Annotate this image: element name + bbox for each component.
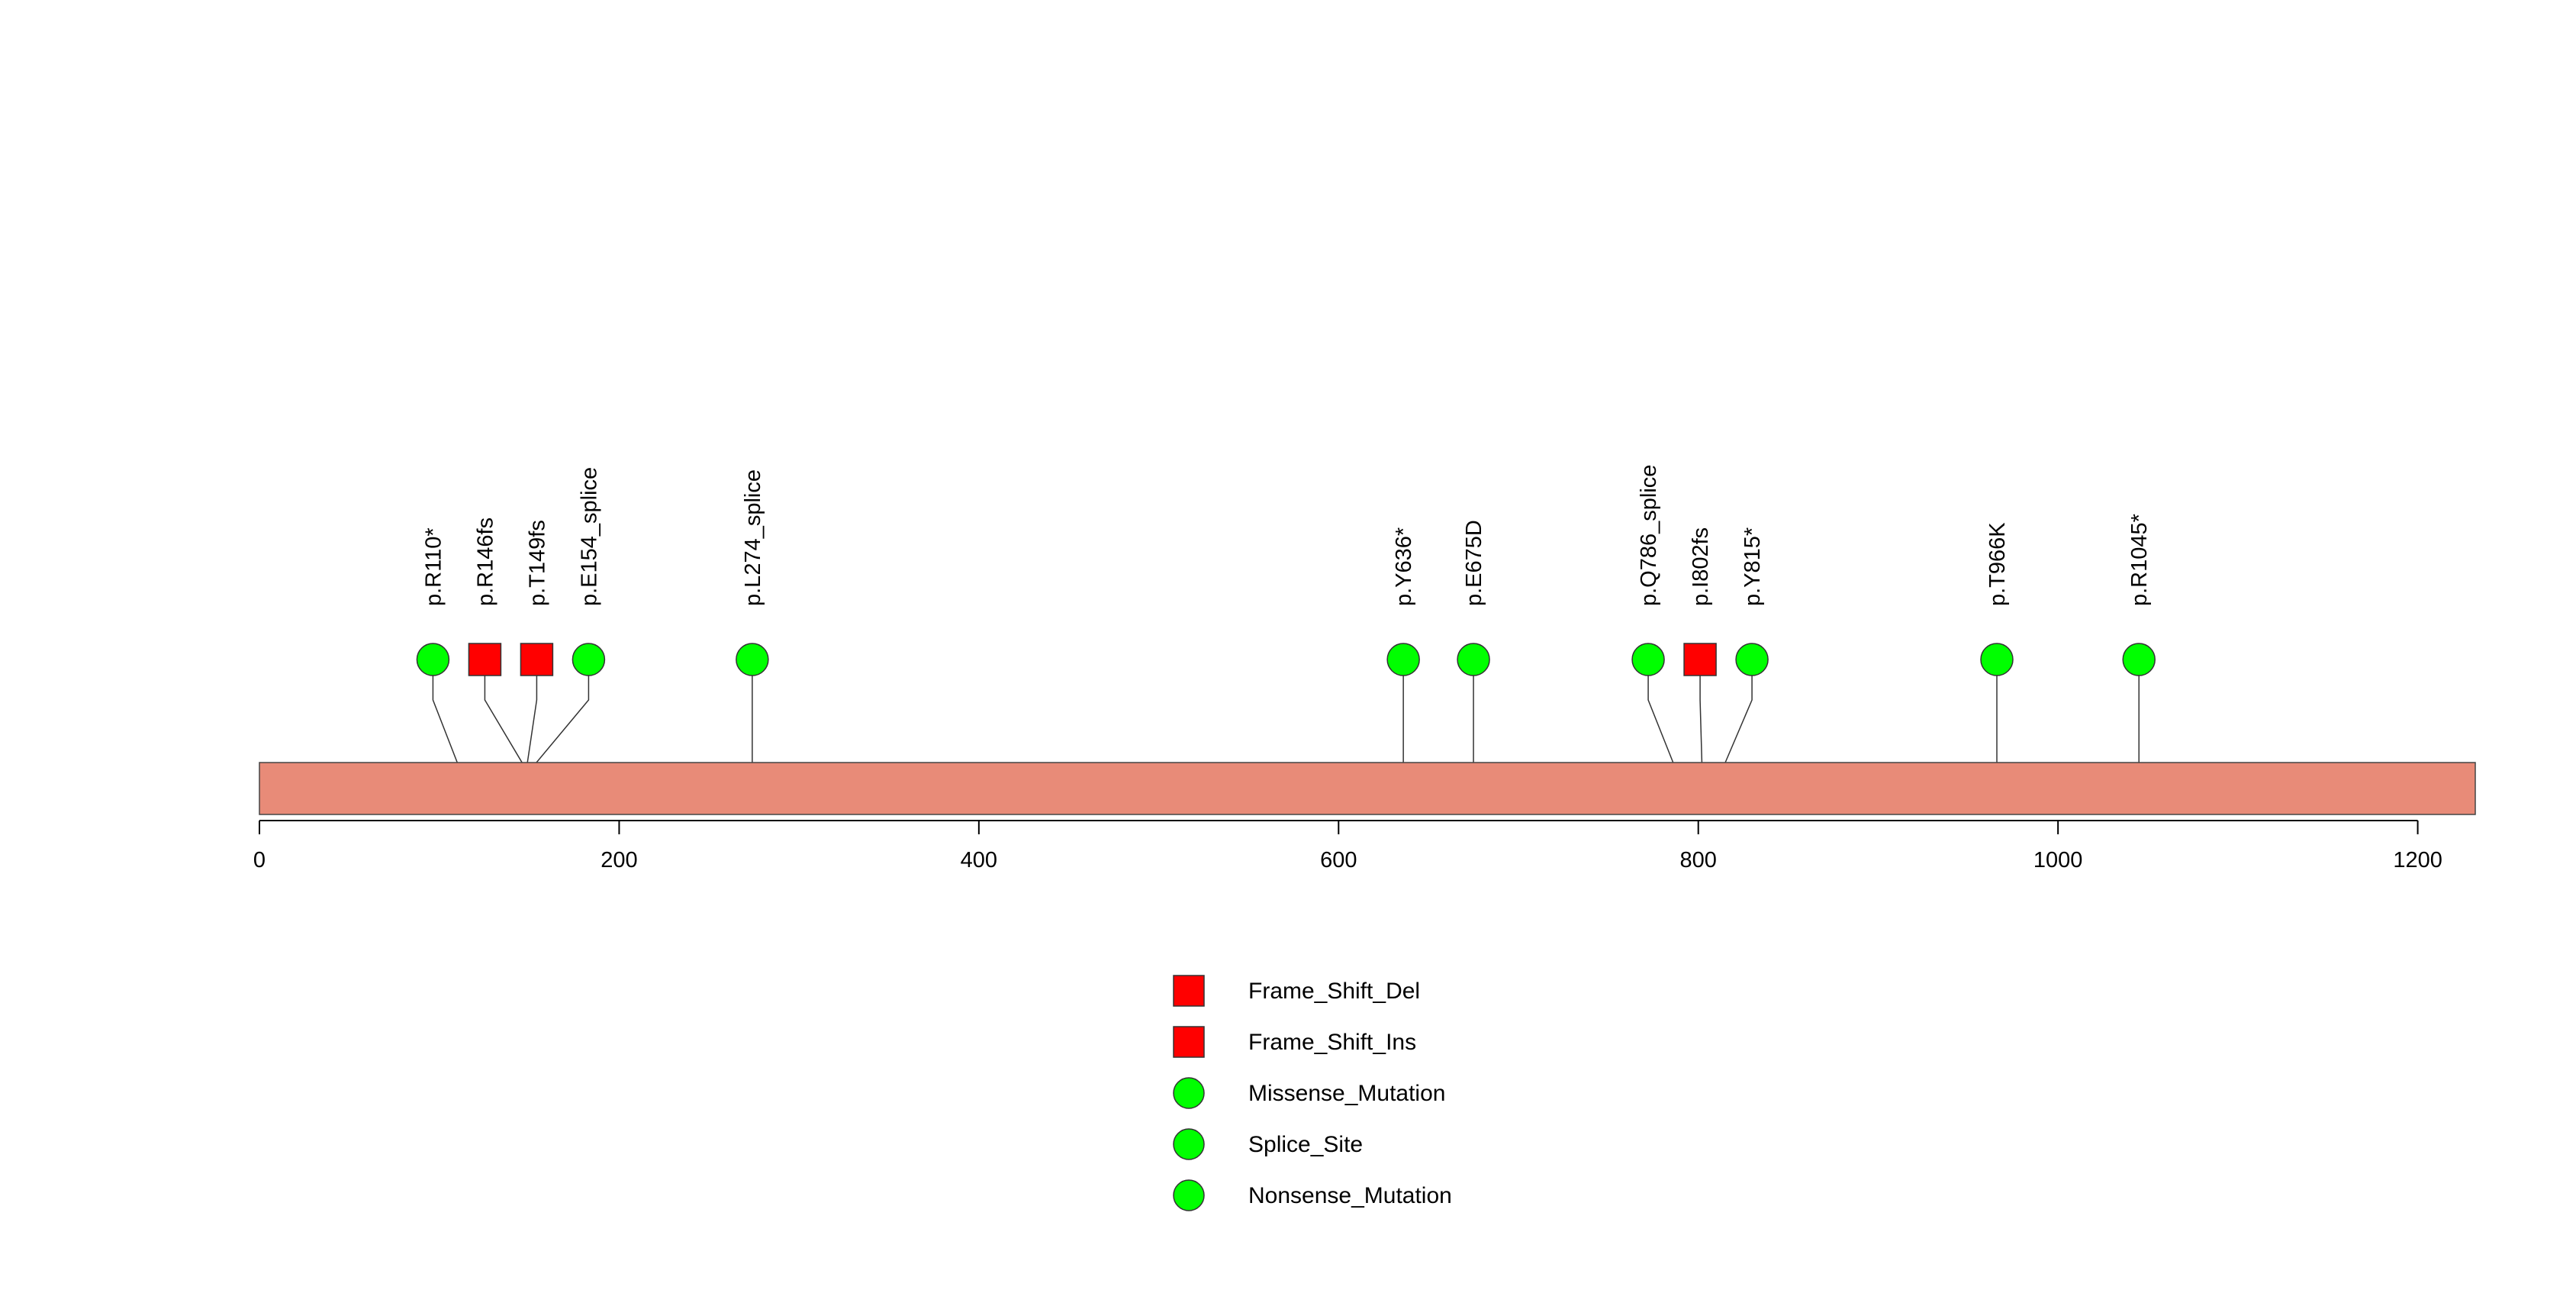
protein-bar (259, 762, 2476, 815)
mutation-label: p.R110* (421, 527, 446, 606)
x-tick-label: 1000 (2033, 848, 2083, 872)
mutation-label: p.L274_splice (741, 469, 765, 606)
legend-marker-splice-site (1173, 1128, 1205, 1160)
x-tick-label: 400 (961, 848, 997, 872)
mutation-labels: p.R110* p.R146fs p.T149fs p.E154_splice p.L2… (421, 465, 2152, 606)
mutation-label: p.R1045* (2127, 514, 2152, 606)
legend-label: Nonsense_Mutation (1248, 1183, 1452, 1208)
mutation-marker-p-r110 (416, 643, 450, 676)
mutation-marker-p-e154-splice (572, 643, 606, 676)
mutation-marker-p-l274-splice (736, 643, 769, 676)
mutation-marker-p-r1045 (2122, 643, 2156, 676)
x-tick-label: 600 (1320, 848, 1357, 872)
mutation-label: p.T966K (1985, 522, 2010, 606)
mutation-marker-p-y815 (1735, 643, 1769, 676)
legend-marker-frame-shift-del (1173, 975, 1205, 1007)
legend-label: Frame_Shift_Del (1248, 979, 1420, 1004)
mutation-label: p.Q786_splice (1637, 465, 1661, 606)
x-axis: 0 200 400 600 800 1000 1200 (253, 820, 2442, 872)
mutation-marker-p-r146fs (468, 643, 502, 676)
x-tick-label: 0 (253, 848, 266, 872)
legend-marker-frame-shift-ins (1173, 1026, 1205, 1058)
mutation-label: p.R146fs (473, 518, 497, 606)
mutation-label: p.E154_splice (577, 467, 601, 606)
mutation-marker-p-e675d (1457, 643, 1490, 676)
mutation-label: p.Y636* (1392, 527, 1416, 606)
mutation-marker-p-t149fs (520, 643, 554, 676)
x-tick-label: 200 (601, 848, 637, 872)
legend-label: Missense_Mutation (1248, 1081, 1445, 1106)
mutation-marker-p-q786-splice (1631, 643, 1665, 676)
mutation-label: p.Y815* (1740, 527, 1765, 606)
mutation-markers (416, 643, 2156, 676)
legend-marker-nonsense-mutation (1173, 1179, 1205, 1211)
legend-marker-missense-mutation (1173, 1077, 1205, 1109)
mutation-label: p.T149fs (525, 520, 549, 606)
legend-label: Frame_Shift_Ins (1248, 1030, 1416, 1055)
x-tick-label: 1200 (2393, 848, 2442, 872)
mutation-marker-p-i802fs (1683, 643, 1717, 676)
legend-label: Splice_Site (1248, 1132, 1363, 1157)
mutation-marker-p-t966k (1980, 643, 2014, 676)
legend: Frame_Shift_Del Frame_Shift_Ins Missense_M… (1173, 975, 1452, 1211)
x-tick-label: 800 (1680, 848, 1717, 872)
mutation-label: p.I802fs (1689, 527, 1713, 606)
mutation-marker-p-y636 (1386, 643, 1420, 676)
mutation-label: p.E675D (1462, 520, 1486, 606)
